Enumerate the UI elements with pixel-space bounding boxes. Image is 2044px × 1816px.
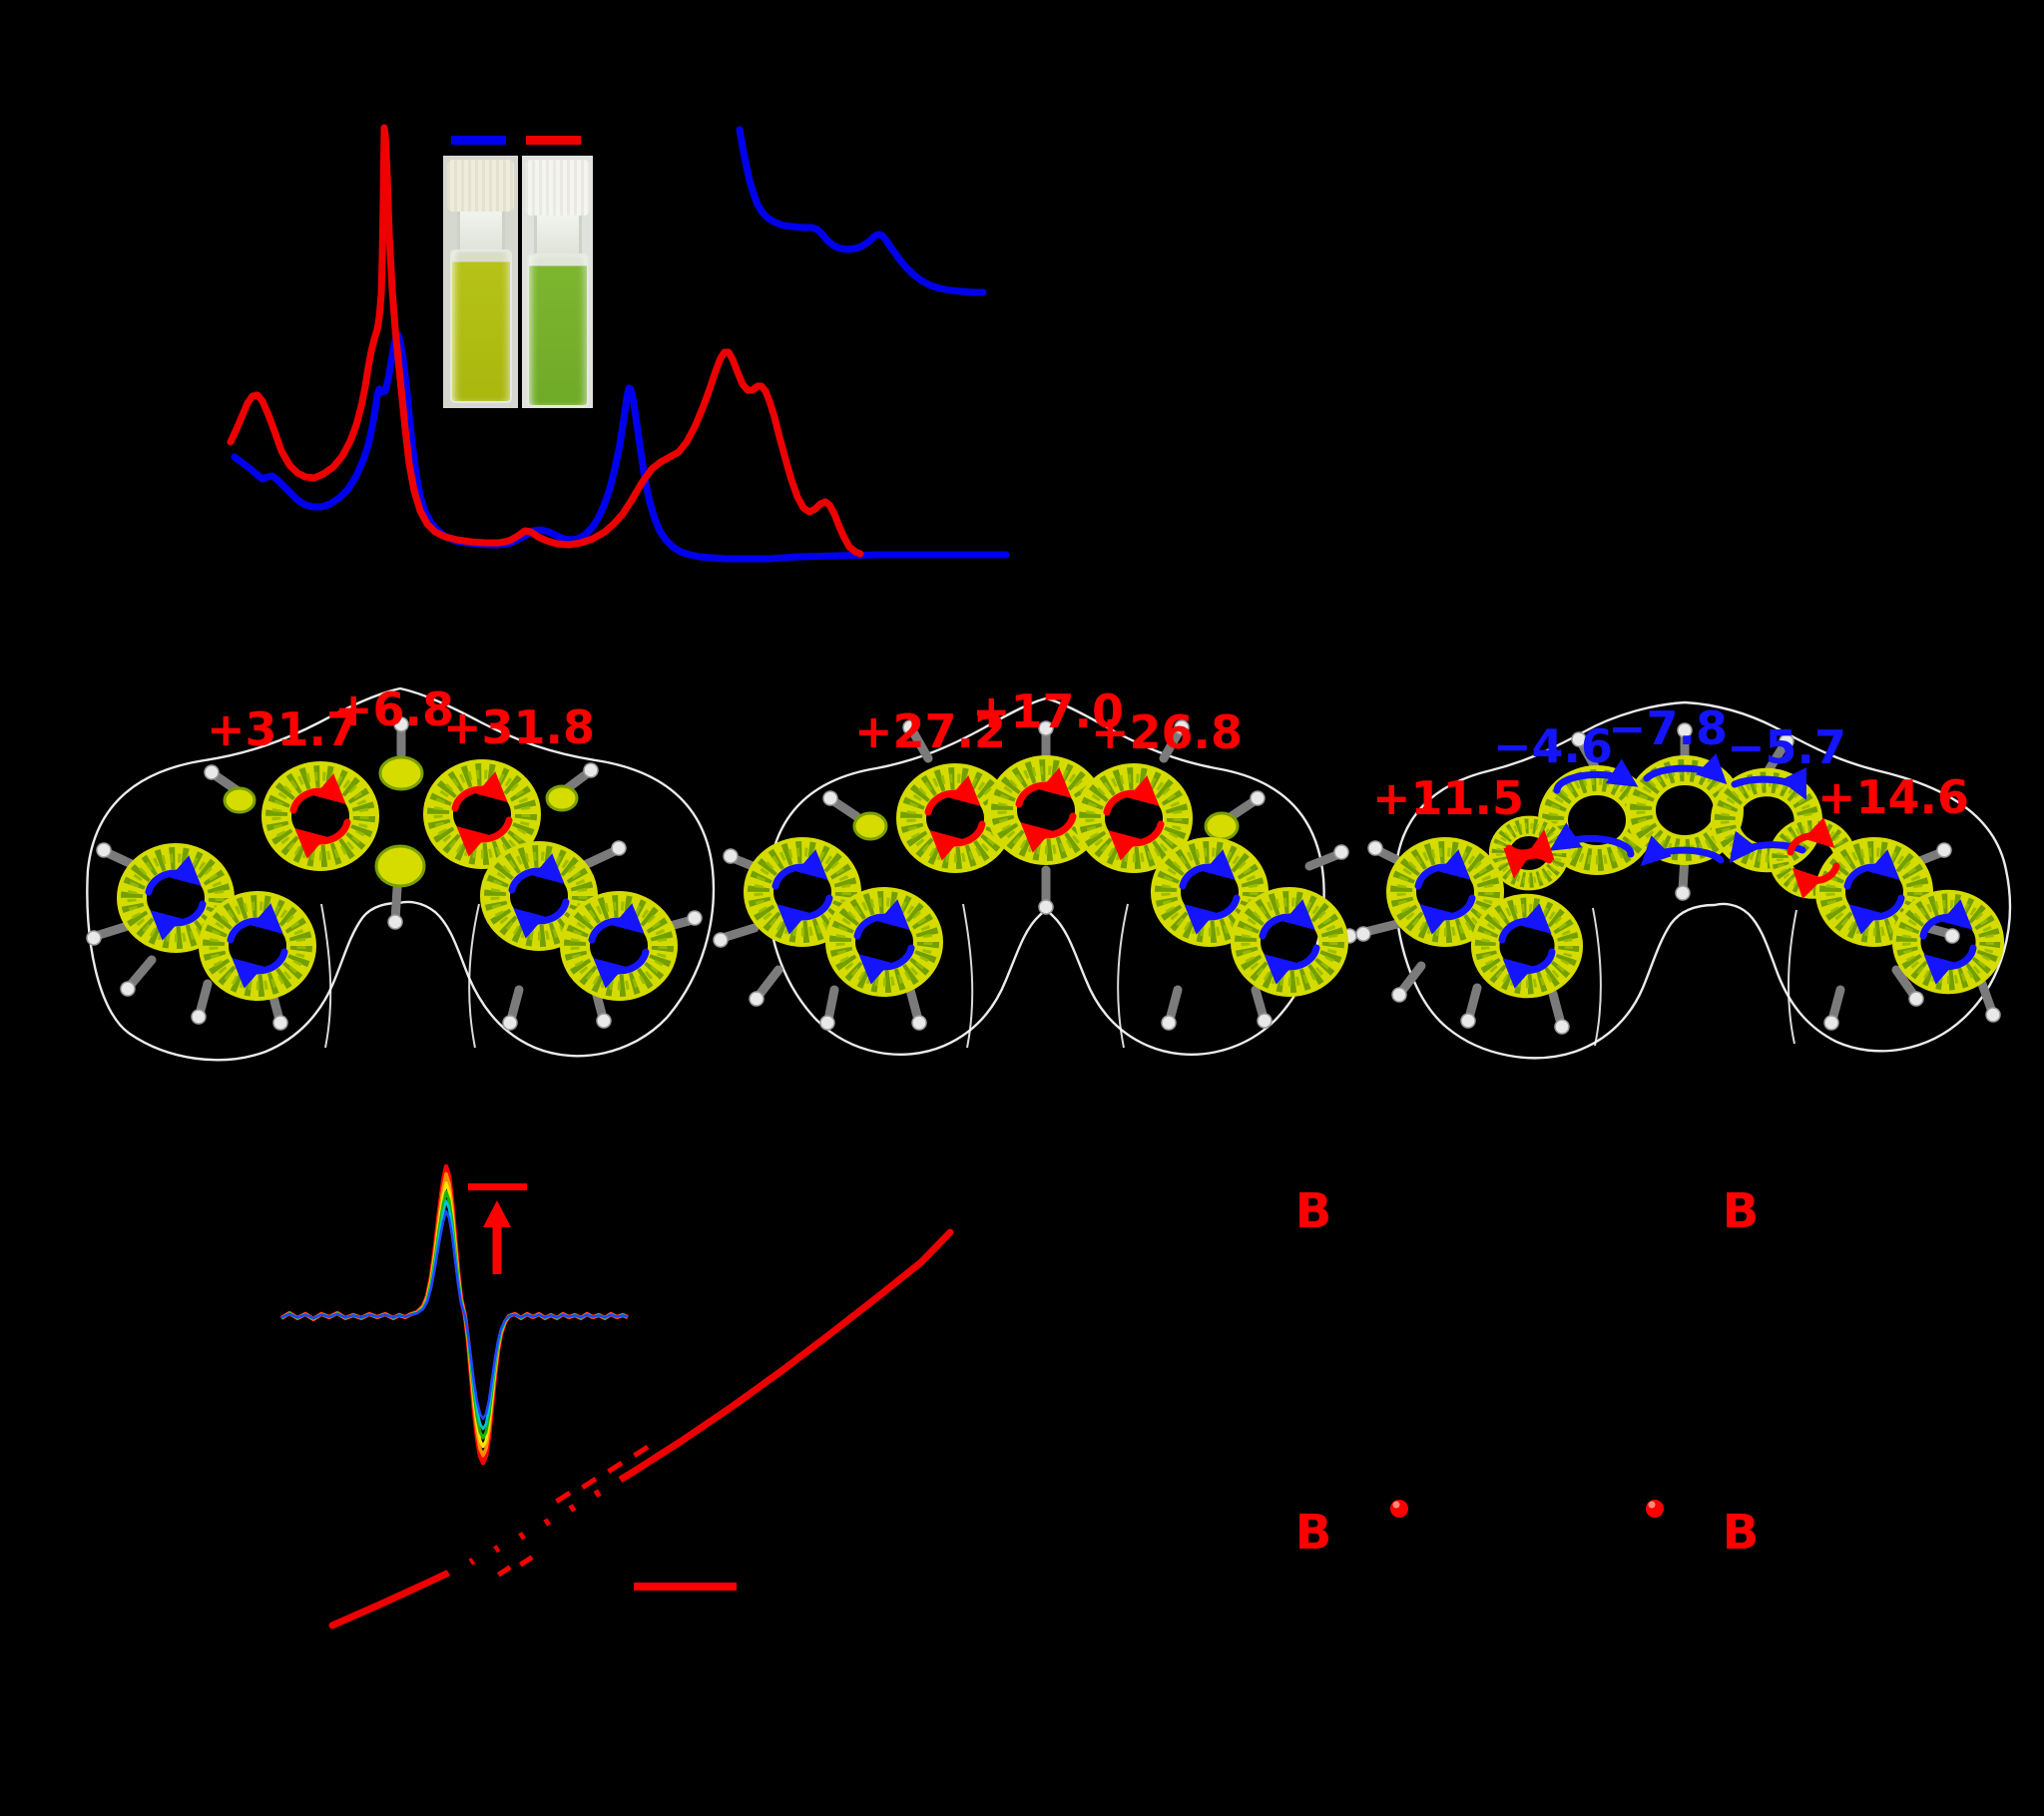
acid-molecule-3: −4.6 −7.8 −5.7 +11.5 +14.6	[1355, 700, 2012, 1060]
epr-derivative-curves	[279, 1163, 629, 1466]
absorption-curve-red	[227, 124, 864, 558]
nics-label: −4.6	[1493, 719, 1613, 773]
acid-molecule-1: +31.7 +6.8 +31.8	[86, 682, 716, 1062]
boron-label: B	[1723, 1505, 1760, 1561]
nics-label: +31.8	[443, 700, 595, 754]
vial-cap	[525, 160, 590, 216]
nics-label: +17.0	[972, 684, 1124, 738]
radical-dot	[1390, 1500, 1408, 1518]
vial-cap	[447, 160, 514, 212]
h-atom-sticks	[1355, 722, 2001, 1035]
up-arrow-icon	[483, 1200, 511, 1274]
legend-swatch-red	[526, 136, 581, 145]
boron-label: B	[1295, 1183, 1332, 1239]
nics-label: +11.5	[1372, 771, 1524, 825]
red-reference-line	[468, 1183, 527, 1190]
nics-label: +6.8	[334, 682, 454, 736]
panel-b-acid-plots: +31.7 +6.8 +31.8	[86, 682, 2012, 1062]
panel-a-spectra	[227, 124, 1010, 563]
nics-label: +31.7	[207, 702, 358, 756]
vial-liquid	[449, 249, 512, 403]
vial-neck	[456, 212, 505, 249]
nics-label: +26.8	[1091, 705, 1243, 759]
chiT-red-curve	[328, 1228, 954, 1629]
legend-swatch-blue	[451, 136, 506, 145]
vial-neck	[533, 216, 582, 253]
diatropic-current-arrows-red	[289, 771, 513, 859]
paratropic-band-arrows-blue	[1549, 753, 1806, 867]
current-arrows-blue	[145, 853, 650, 989]
current-arrows-blue	[771, 849, 1320, 985]
radical-dot	[1646, 1500, 1664, 1518]
nics-label: −5.7	[1727, 720, 1846, 774]
nics-label: +14.6	[1817, 770, 1969, 824]
nics-label: −7.8	[1608, 701, 1728, 755]
cuvette-photo-blue-sample	[443, 156, 518, 408]
acid-molecule-2: +27.2 +17.0 +26.8	[713, 684, 1357, 1056]
current-arrows-blue	[1414, 849, 1977, 989]
panel-d-structures: B B B B	[1295, 1183, 1760, 1561]
panel-c-epr-magnetism	[279, 1163, 954, 1629]
invisible-black-annotation-occlusion	[444, 1471, 630, 1589]
cuvette-photo-red-sample	[522, 156, 593, 408]
vial-liquid	[526, 253, 589, 407]
inset-decay-curve-blue	[736, 126, 987, 296]
legend-red-line	[634, 1583, 737, 1590]
nics-label: +27.2	[854, 704, 1006, 758]
boron-label: B	[1295, 1505, 1332, 1561]
diatropic-current-arrows-red	[924, 767, 1165, 861]
red-annotation-fragments	[497, 1444, 650, 1578]
junction-current-arrows-red	[1503, 817, 1840, 899]
boron-label: B	[1723, 1183, 1760, 1239]
